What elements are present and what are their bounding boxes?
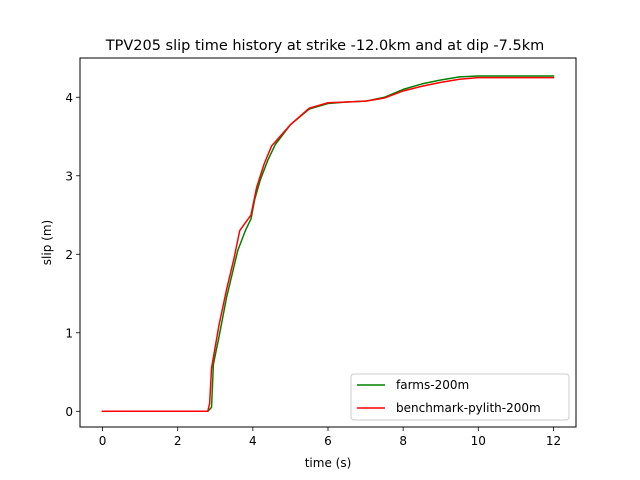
y-tick-label: 1 xyxy=(65,326,73,340)
series-line-farms-200m xyxy=(101,75,555,413)
legend-box xyxy=(350,373,570,421)
y-axis-ticks: 0 1 2 3 4 xyxy=(65,91,80,419)
x-tick-label: 4 xyxy=(249,434,257,448)
x-tick-label: 2 xyxy=(174,434,182,448)
y-axis-label: slip (m) xyxy=(40,220,54,265)
x-tick-label: 6 xyxy=(324,434,332,448)
chart-title: TPV205 slip time history at strike -12.0… xyxy=(105,38,544,54)
y-tick-label: 2 xyxy=(65,248,73,262)
y-tick-label: 0 xyxy=(65,405,73,419)
series-line-benchmark-pylith-200m xyxy=(101,76,555,413)
y-tick-label: 3 xyxy=(65,169,73,183)
x-tick-label: 12 xyxy=(546,434,561,448)
legend-label-farms: farms-200m xyxy=(396,378,469,392)
x-tick-label: 0 xyxy=(99,434,107,448)
x-axis-ticks: 0 2 4 6 8 10 12 xyxy=(99,427,561,448)
x-tick-label: 10 xyxy=(471,434,486,448)
x-tick-label: 8 xyxy=(399,434,407,448)
legend-label-pylith: benchmark-pylith-200m xyxy=(396,401,541,415)
legend: farms-200m benchmark-pylith-200m xyxy=(350,373,570,421)
x-axis-label: time (s) xyxy=(305,456,352,470)
y-tick-label: 4 xyxy=(65,91,73,105)
series-layer xyxy=(101,75,555,413)
